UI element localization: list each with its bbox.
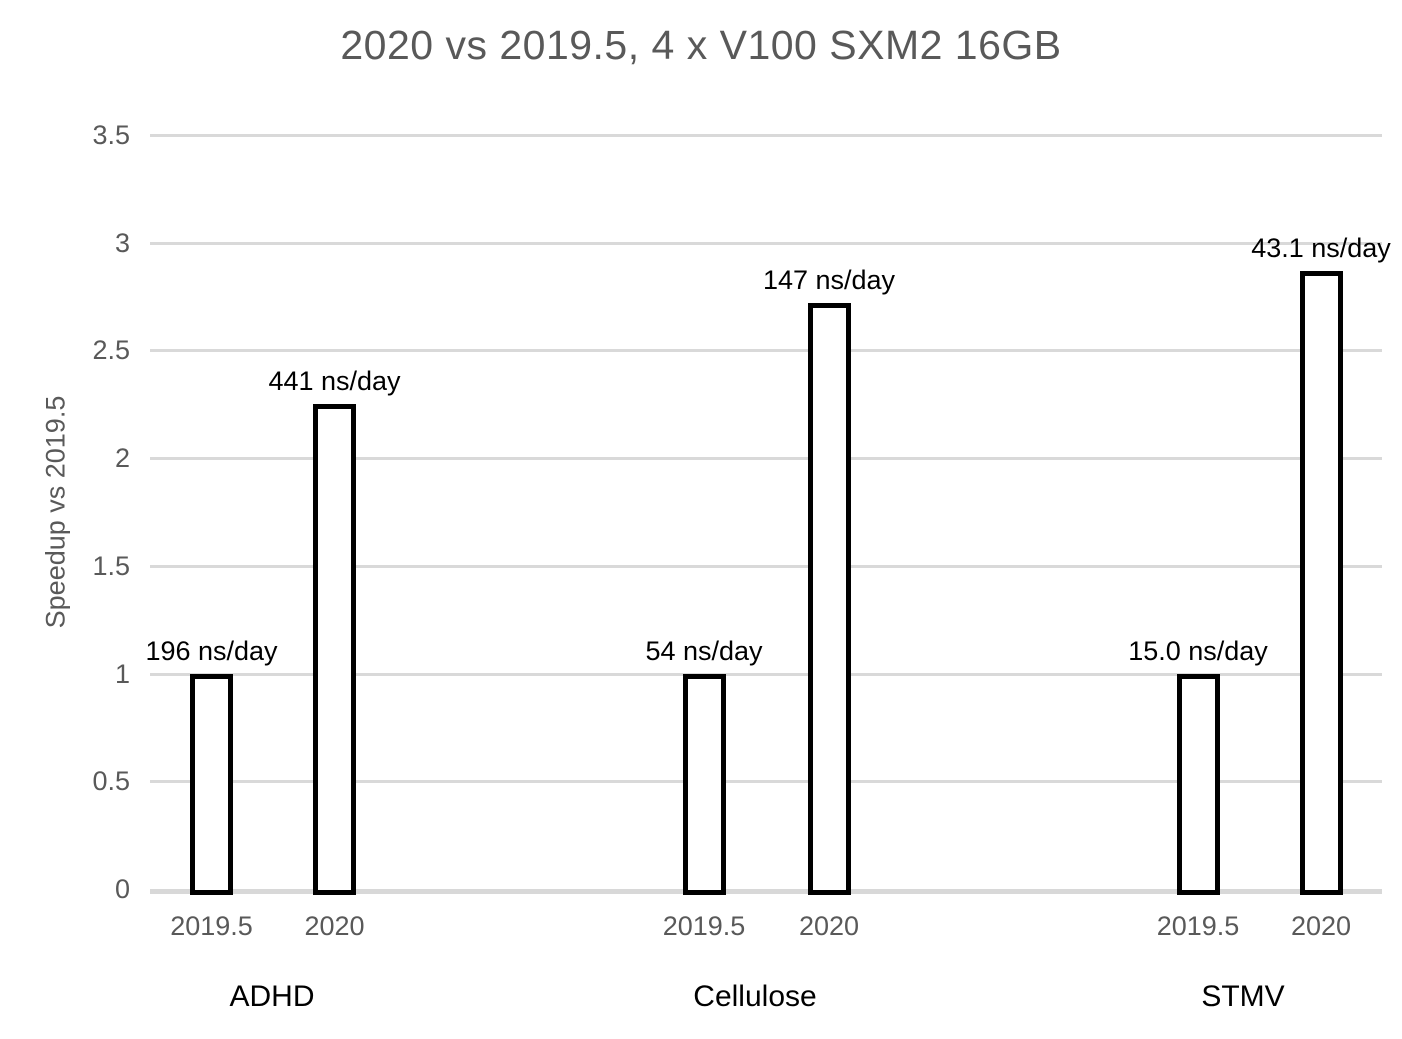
y-tick-label: 0.5: [92, 766, 130, 797]
bar-value-label: 54 ns/day: [645, 635, 763, 666]
x-tick-label: 2020: [304, 911, 365, 941]
bar-adhd-2019.5: [190, 673, 233, 895]
x-tick-label: 2019.5: [662, 911, 746, 941]
group-label-stmv: STMV: [1201, 980, 1285, 1013]
y-tick-label: 3: [114, 227, 130, 258]
chart-title: 2020 vs 2019.5, 4 x V100 SXM2 16GB: [340, 22, 1062, 68]
x-tick-label: 2019.5: [1156, 911, 1240, 941]
y-tick-label: 1.5: [92, 550, 130, 581]
bar-stmv-2019.5: [1176, 673, 1220, 895]
y-tick-label: 1: [114, 658, 130, 689]
group-label-adhd: ADHD: [229, 980, 315, 1013]
bar-value-label: 147 ns/day: [762, 265, 896, 296]
y-tick-label: 2.5: [92, 335, 130, 366]
x-axis-line: [150, 889, 1382, 894]
gridline: [150, 349, 1382, 353]
x-tick-label: 2020: [1290, 911, 1352, 941]
bar-stmv-2020: [1299, 270, 1343, 895]
y-axis-title: Speedup vs 2019.5: [40, 395, 71, 629]
bar-adhd-2020: [313, 404, 356, 895]
y-tick-label: 3.5: [92, 120, 130, 150]
gridline: [150, 672, 1382, 676]
x-tick-label: 2019.5: [170, 911, 253, 941]
x-tick-label: 2020: [798, 911, 860, 941]
y-tick-label: 2: [114, 443, 130, 474]
bar-cellulose-2019.5: [682, 673, 726, 895]
group-label-cellulose: Cellulose: [693, 980, 817, 1013]
gridline: [150, 564, 1382, 568]
gridline: [150, 241, 1382, 245]
gridline: [150, 134, 1382, 137]
bar-cellulose-2020: [807, 303, 851, 895]
y-tick-label: 0: [114, 874, 130, 904]
bar-value-label: 196 ns/day: [145, 635, 278, 666]
bar-value-label: 441 ns/day: [268, 366, 401, 397]
gridline: [150, 457, 1382, 461]
bar-value-label: 43.1 ns/day: [1251, 232, 1391, 263]
gridline: [150, 780, 1382, 784]
bar-value-label: 15.0 ns/day: [1128, 635, 1268, 666]
